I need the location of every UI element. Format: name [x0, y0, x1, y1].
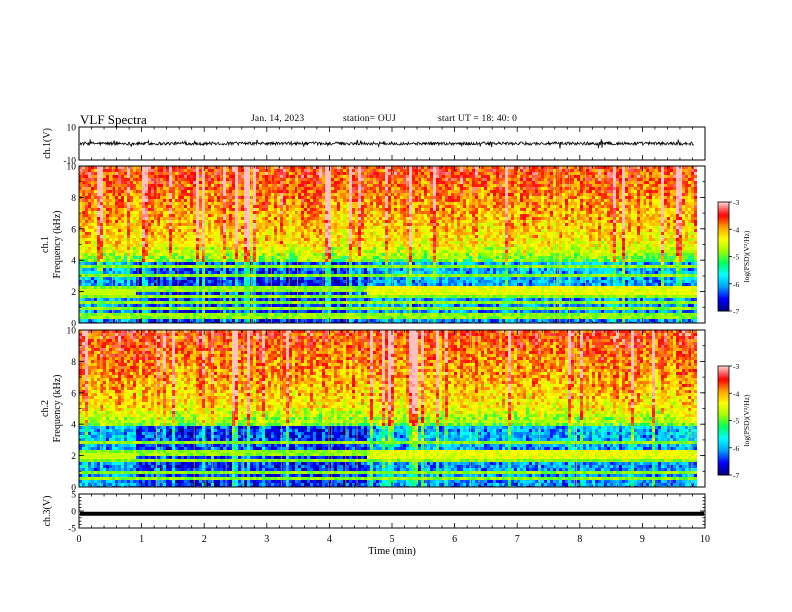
ch3-ytick-label: -5: [68, 525, 76, 535]
ch2-colorbar-label-text: log(PSD)(V²/Hz): [742, 394, 751, 446]
ch1-spec-yticks: [79, 165, 705, 324]
ch2-spec-ytick-label: 2: [71, 452, 76, 462]
ch2-colorbar-tick-label: -3: [733, 362, 739, 371]
ch1-colorbar-tick-label: -4: [733, 225, 739, 234]
ch1-ylabel-text: ch.1(V): [42, 128, 53, 159]
ch1-spec-ytick-label: 6: [71, 225, 76, 235]
xtick-label: 1: [139, 534, 144, 545]
ch2-spectrogram-image: [79, 330, 697, 487]
panel-frame-s1-xticks: [78, 166, 706, 323]
figure-title: VLF Spectra: [80, 113, 147, 126]
ch1-spec-ytick-label: 0: [71, 320, 76, 330]
date-label: Jan. 14, 2023: [251, 114, 304, 125]
xtick-label: 9: [640, 534, 645, 545]
ch2-spec-ylabel-line1: ch.2: [40, 400, 51, 417]
ch2-spec-ytick-label: 4: [71, 421, 76, 431]
ch2-colorbar-label: log(PSD)(V²/Hz): [742, 394, 751, 446]
ch2-colorbar-tick-label: -5: [733, 417, 739, 426]
panel-frame-ch3: [78, 493, 706, 529]
ch1-spec-ytick-label: 10: [67, 163, 77, 173]
xtick-label: 3: [264, 534, 269, 545]
xtick-label: 0: [77, 534, 82, 545]
xtick-label: 7: [515, 534, 520, 545]
x-axis-title: Time (min): [368, 546, 416, 557]
ch1-spec-ylabel-line2: Frequency (kHz): [52, 210, 63, 278]
xtick-label: 10: [700, 534, 710, 545]
ch1-ytick-label: -10: [63, 157, 76, 167]
ch1-yticks: [79, 126, 705, 161]
panel-frame-s2-xticks: [78, 330, 706, 487]
ch1-spec-ytick-label: 2: [71, 288, 76, 298]
ch2-spec-ylabel: ch.2 Frequency (kHz): [40, 374, 63, 442]
ch2-spec-yticks: [79, 329, 705, 488]
ch3-ytick-label: 0: [71, 508, 76, 518]
station-label: station= OUJ: [343, 114, 396, 125]
ch1-colorbar: -3 -4 -5 -6 -7 log(PSD)(V²/Hz): [717, 198, 751, 316]
ch1-ytick-label: 10: [67, 124, 77, 134]
ch1-colorbar-tick-label: -5: [733, 253, 739, 262]
ch2-spec-ytick-label: 8: [71, 358, 76, 368]
xtick-label: 5: [390, 534, 395, 545]
ch2-spec-ylabel-line2: Frequency (kHz): [52, 374, 63, 442]
panel-frame-ch1-xticks: [78, 127, 706, 160]
xtick-label: 8: [577, 534, 582, 545]
ch1-spec-ylabel: ch.1 Frequency (kHz): [40, 210, 63, 278]
ch1-waveform-trace: [79, 139, 695, 149]
ch2-spec-ytick-label: 10: [67, 327, 77, 337]
ch1-colorbar-label: log(PSD)(V²/Hz): [742, 230, 751, 282]
xtick-label: 6: [452, 534, 457, 545]
ch1-spec-ylabel-line1: ch.1: [40, 236, 51, 253]
ch2-spec-ytick-label: 0: [71, 484, 76, 494]
ch1-colorbar-tick-label: -7: [733, 307, 739, 316]
ch2-colorbar: -3 -4 -5 -6 -7 log(PSD)(V²/Hz): [717, 362, 751, 480]
ch3-ylabel: ch.3(V): [42, 496, 53, 527]
ch2-colorbar-tick-label: -6: [733, 444, 739, 453]
start-time-label: start UT = 18: 40: 0: [438, 114, 517, 125]
ch3-ytick-label: 5: [71, 491, 76, 501]
ch2-colorbar-tick-label: -4: [733, 389, 739, 398]
ch2-spec-ytick-label: 6: [71, 389, 76, 399]
ch1-ylabel: ch.1(V): [42, 128, 53, 159]
ch1-colorbar-tick-label: -3: [733, 198, 739, 207]
ch1-colorbar-tick-label: -6: [733, 280, 739, 289]
xtick-label: 2: [202, 534, 207, 545]
xtick-label: 4: [327, 534, 332, 545]
panel-frame-ch3-xticks: [78, 494, 706, 528]
ch1-spec-ytick-label: 8: [71, 194, 76, 204]
ch3-ylabel-text: ch.3(V): [42, 496, 53, 527]
ch1-spec-ytick-label: 4: [71, 257, 76, 267]
ch1-spectrogram-image: [79, 166, 697, 323]
ch3-yticks: [79, 493, 705, 529]
ch1-colorbar-label-text: log(PSD)(V²/Hz): [742, 230, 751, 282]
ch2-colorbar-tick-label: -7: [733, 471, 739, 480]
